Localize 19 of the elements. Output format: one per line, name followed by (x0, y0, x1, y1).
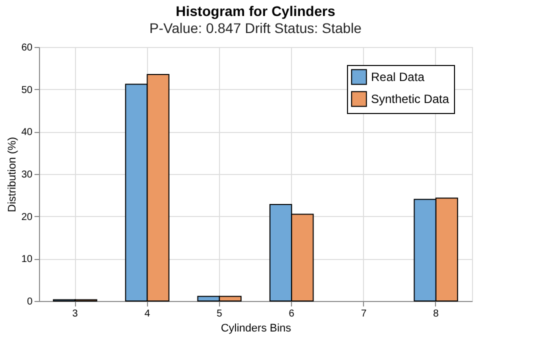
x-tick-label: 3 (72, 308, 78, 320)
y-tick-label: 40 (21, 127, 33, 138)
x-axis-title: Cylinders Bins (220, 322, 292, 334)
x-tick-label: 8 (433, 308, 440, 320)
y-tick-label: 10 (21, 254, 33, 266)
legend-label: Synthetic Data (371, 92, 450, 106)
chart-title: Histogram for Cylinders (176, 3, 336, 19)
chart-subtitle: P-Value: 0.847 Drift Status: Stable (149, 20, 362, 36)
y-tick-label: 0 (26, 296, 33, 308)
y-tick-label: 30 (21, 170, 33, 180)
y-tick-label: 20 (21, 212, 33, 223)
y-axis-title: Distribution (%) (6, 136, 18, 212)
y-tick-label: 50 (21, 84, 33, 96)
x-tick-label: 4 (144, 308, 150, 320)
x-tick-label: 6 (288, 308, 295, 320)
y-tick-label: 60 (21, 42, 33, 54)
x-tick-label: 5 (216, 308, 223, 320)
x-tick-label: 7 (360, 308, 367, 320)
legend-label: Real Data (371, 70, 425, 84)
